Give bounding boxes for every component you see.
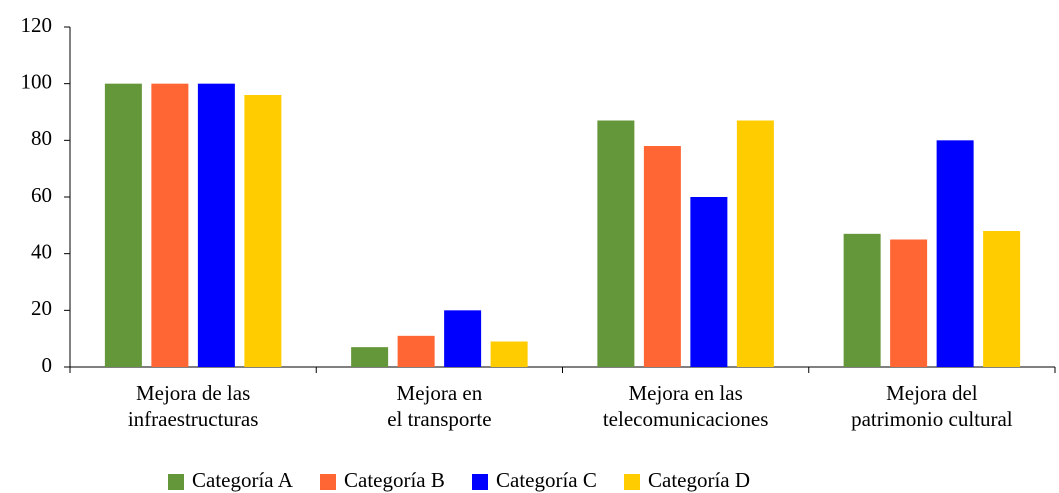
- bar: [597, 120, 635, 367]
- bar: [104, 83, 142, 368]
- legend-swatch: [320, 474, 336, 490]
- bar: [643, 146, 681, 367]
- y-tick-label: 0: [42, 353, 53, 377]
- bar: [444, 310, 482, 367]
- legend-label: Categoría A: [192, 468, 294, 492]
- legend-swatch: [472, 474, 488, 490]
- bar: [936, 140, 974, 367]
- bar: [890, 239, 928, 367]
- legend-swatch: [168, 474, 184, 490]
- bar: [490, 341, 528, 367]
- bar: [397, 335, 435, 367]
- legend-swatch: [624, 474, 640, 490]
- bar: [690, 197, 728, 367]
- legend-label: Categoría D: [648, 468, 750, 492]
- legend-label: Categoría C: [496, 468, 597, 492]
- legend-label: Categoría B: [344, 468, 445, 492]
- y-tick-label: 100: [21, 69, 53, 93]
- bar: [351, 347, 389, 367]
- y-tick-label: 60: [31, 183, 52, 207]
- bar: [151, 83, 189, 368]
- x-tick-label: Mejora del patrimonio cultural: [851, 381, 1013, 431]
- y-tick-label: 80: [31, 126, 52, 150]
- x-tick-label: Mejora en las telecomunicaciones: [602, 381, 769, 431]
- y-tick-label: 120: [21, 13, 53, 37]
- bar: [843, 233, 881, 367]
- bar: [736, 120, 774, 367]
- y-tick-label: 40: [31, 239, 52, 263]
- y-tick-label: 20: [31, 296, 52, 320]
- bar: [244, 95, 282, 367]
- x-tick-label: Mejora en el transporte: [387, 381, 492, 431]
- x-tick-label: Mejora de las infraestructuras: [127, 381, 259, 431]
- bar: [197, 83, 235, 368]
- bar: [983, 231, 1021, 367]
